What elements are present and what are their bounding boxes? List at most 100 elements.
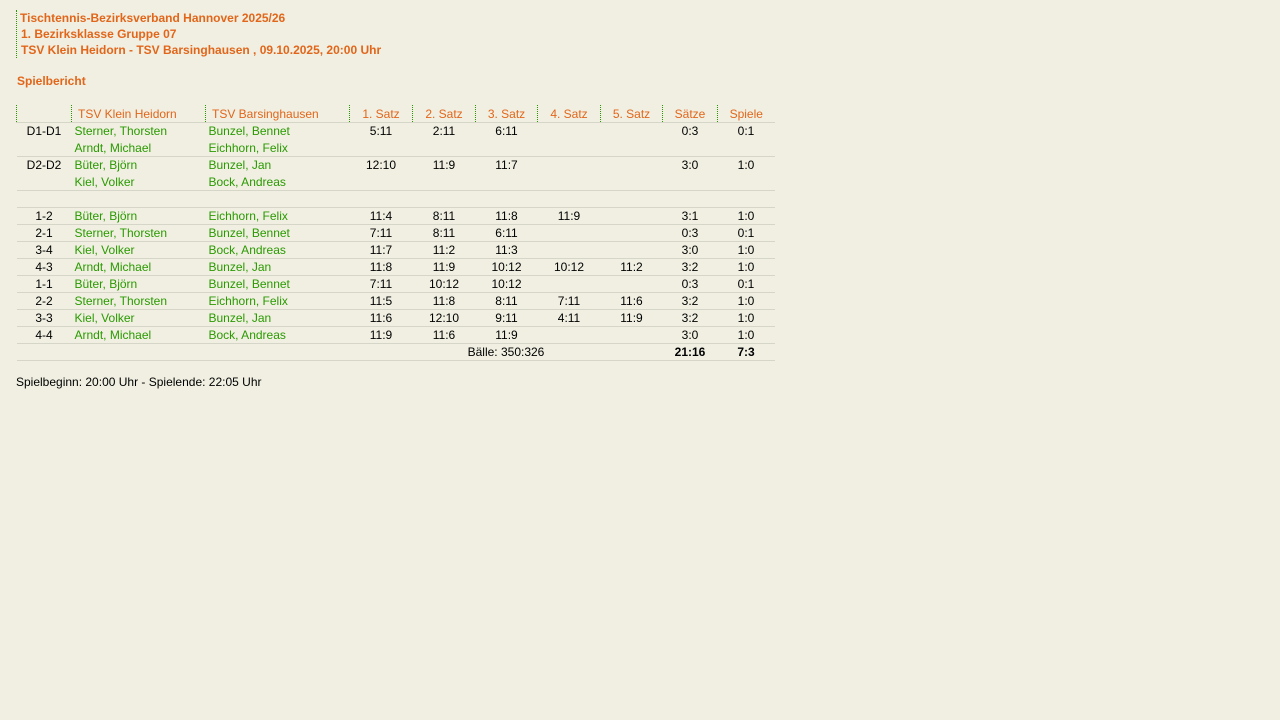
singles-row: 4-3 Arndt, Michael Bunzel, Jan 11:8 11:9 10:1…: [16, 258, 775, 276]
player-name: Arndt, Michael: [74, 140, 152, 155]
doubles-row: D1-D1 Sterner, Thorsten Arndt, Michael Bunz…: [16, 122, 775, 157]
cell: [71, 343, 206, 361]
player-name: Sterner, Thorsten: [74, 124, 168, 138]
cell: [600, 190, 663, 208]
singles-row: 1-1 Büter, Björn Bunzel, Bennet 7:11 10:12 10…: [16, 275, 775, 293]
cell: 1:0: [717, 207, 775, 225]
cell: Kiel, Volker: [71, 241, 206, 259]
cell: 1-1: [16, 275, 72, 293]
cell: 1:0: [717, 156, 775, 191]
cell: 11:9: [537, 207, 601, 225]
cell: Arndt, Michael: [71, 326, 206, 344]
cell: 3:2: [662, 292, 718, 310]
cell: Büter, Björn Kiel, Volker: [71, 156, 206, 191]
association-title: Tischtennis-Bezirksverband Hannover 2025…: [20, 11, 286, 25]
cell: Bock, Andreas: [205, 241, 350, 259]
cell: 11:6: [600, 292, 663, 310]
cell: [537, 326, 601, 344]
cell: 4-3: [16, 258, 72, 276]
match-title: TSV Klein Heidorn - TSV Barsinghausen , …: [21, 43, 382, 57]
cell: 3:2: [662, 309, 718, 327]
cell: Bunzel, Jan: [205, 258, 350, 276]
cell: Arndt, Michael: [71, 258, 206, 276]
cell: 1:0: [717, 326, 775, 344]
player-name: Bunzel, Jan: [208, 158, 272, 172]
cell: 8:11: [475, 292, 538, 310]
cell: 3-3: [16, 309, 72, 327]
report-header: Tischtennis-Bezirksverband Hannover 2025…: [16, 10, 381, 58]
cell: [412, 190, 476, 208]
cell: Büter, Björn: [71, 275, 206, 293]
cell: 11:8: [475, 207, 538, 225]
cell: 0:1: [717, 275, 775, 293]
cell: 1:0: [717, 241, 775, 259]
totals-row: Bälle: 350:326 21:16 7:3: [16, 343, 775, 361]
player-name: Büter, Björn: [74, 158, 138, 172]
cell: [600, 275, 663, 293]
cell: 2-2: [16, 292, 72, 310]
cell: 7:11: [349, 275, 413, 293]
singles-row: 2-2 Sterner, Thorsten Eichhorn, Felix 11:5 1…: [16, 292, 775, 310]
cell: [205, 343, 350, 361]
cell: 3:2: [662, 258, 718, 276]
cell: [600, 326, 663, 344]
match-times: Spielbeginn: 20:00 Uhr - Spielende: 22:0…: [16, 375, 262, 389]
cell: [16, 190, 72, 208]
cell: 8:11: [412, 207, 476, 225]
cell: [537, 224, 601, 242]
singles-row: 3-3 Kiel, Volker Bunzel, Jan 11:6 12:10 9:11 4…: [16, 309, 775, 327]
column-header: [16, 105, 72, 123]
cell: 11:3: [475, 241, 538, 259]
column-header: TSV Barsinghausen: [205, 105, 350, 123]
cell: 1:0: [717, 292, 775, 310]
cell: [16, 343, 72, 361]
cell: [600, 122, 663, 157]
cell: 11:6: [349, 309, 413, 327]
column-header: 4. Satz: [537, 105, 601, 123]
cell: D2-D2: [16, 156, 72, 191]
cell: Bock, Andreas: [205, 326, 350, 344]
cell: [600, 156, 663, 191]
spacer-row: [16, 190, 775, 208]
cell: 3:1: [662, 207, 718, 225]
cell: Bunzel, Bennet: [205, 275, 350, 293]
cell: 2-1: [16, 224, 72, 242]
cell: 21:16: [662, 343, 718, 361]
cell: 1-2: [16, 207, 72, 225]
cell: 0:3: [662, 122, 718, 157]
cell: 7:11: [537, 292, 601, 310]
singles-row: 1-2 Büter, Björn Eichhorn, Felix 11:4 8:11 11…: [16, 207, 775, 225]
column-header: TSV Klein Heidorn: [71, 105, 206, 123]
singles-row: 2-1 Sterner, Thorsten Bunzel, Bennet 7:11 8:…: [16, 224, 775, 242]
cell: 10:12: [475, 275, 538, 293]
cell: 2:11: [412, 122, 476, 157]
cell: 5:11: [349, 122, 413, 157]
column-header: 5. Satz: [600, 105, 663, 123]
cell: Bunzel, Bennet: [205, 224, 350, 242]
player-name: Kiel, Volker: [74, 174, 135, 189]
cell: 11:9: [475, 326, 538, 344]
cell: [537, 241, 601, 259]
match-report-table: TSV Klein Heidorn TSV Barsinghausen 1. Sat…: [16, 105, 775, 361]
cell: [717, 190, 775, 208]
cell: 12:10: [412, 309, 476, 327]
cell: Bälle: 350:326: [349, 343, 663, 361]
column-header: 3. Satz: [475, 105, 538, 123]
cell: 11:9: [600, 309, 663, 327]
cell: [349, 190, 413, 208]
cell: Bunzel, Bennet Eichhorn, Felix: [205, 122, 350, 157]
cell: [537, 190, 601, 208]
cell: 10:12: [537, 258, 601, 276]
cell: 11:2: [412, 241, 476, 259]
cell: [537, 122, 601, 157]
column-header: 1. Satz: [349, 105, 413, 123]
singles-row: 4-4 Arndt, Michael Bock, Andreas 11:9 11:6 11…: [16, 326, 775, 344]
cell: 11:9: [412, 258, 476, 276]
player-name: Bock, Andreas: [208, 174, 286, 189]
cell: D1-D1: [16, 122, 72, 157]
cell: 6:11: [475, 224, 538, 242]
cell: 11:8: [349, 258, 413, 276]
cell: 12:10: [349, 156, 413, 191]
cell: 7:11: [349, 224, 413, 242]
table-header: TSV Klein Heidorn TSV Barsinghausen 1. Sat…: [16, 105, 775, 123]
